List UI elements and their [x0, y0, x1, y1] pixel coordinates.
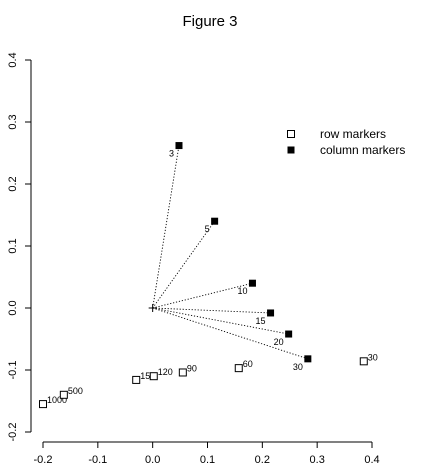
row-marker-label: 1000	[47, 395, 67, 405]
x-tick-label: -0.2	[34, 454, 53, 466]
row-marker-label: 120	[158, 367, 173, 377]
y-tick-label: 0.0	[7, 300, 19, 315]
legend-label: row markers	[320, 127, 386, 141]
x-tick-label: 0.0	[145, 454, 160, 466]
y-tick-label: -0.1	[7, 361, 19, 380]
row-marker	[149, 372, 158, 381]
x-tick-label: 0.1	[200, 454, 215, 466]
column-marker-label: 3	[169, 149, 174, 159]
column-marker-label: 15	[256, 316, 266, 326]
x-tick-label: 0.2	[255, 454, 270, 466]
legend-open-square	[287, 130, 295, 138]
y-tick-label: 0.2	[7, 176, 19, 191]
column-marker	[175, 142, 183, 150]
column-marker-label: 30	[293, 362, 303, 372]
row-marker-label: 500	[68, 386, 83, 396]
connector-line	[152, 282, 253, 309]
y-tick-label: 0.3	[7, 114, 19, 129]
row-marker-label: 90	[187, 363, 197, 373]
column-marker	[304, 355, 312, 363]
legend-label: column markers	[320, 143, 405, 157]
legend-filled-square	[287, 146, 295, 154]
row-marker	[178, 368, 187, 377]
column-marker-label: 10	[237, 286, 247, 296]
row-marker	[132, 375, 141, 384]
connector-line	[152, 307, 271, 314]
row-marker	[234, 364, 243, 373]
row-marker	[39, 400, 47, 409]
legend: row markers column markers	[287, 127, 405, 157]
column-marker	[267, 309, 275, 317]
row-marker-label: 60	[243, 359, 253, 369]
connector-line	[152, 307, 308, 360]
x-tick-label: -0.1	[88, 454, 107, 466]
y-tick-label: -0.2	[7, 423, 19, 442]
chart-title: Figure 3	[182, 13, 237, 30]
column-marker	[211, 217, 219, 225]
connector-line	[152, 307, 289, 335]
row-marker	[359, 357, 368, 366]
column-marker-label: 20	[274, 337, 284, 347]
axes: -0.2 -0.1 0.0 0.1 0.2 0.3 0.4 -0.2 -0.1 0.0 0.1 0.2…	[7, 52, 380, 466]
column-marker	[285, 330, 293, 338]
connector-lines	[152, 145, 308, 360]
x-tick-label: 0.3	[310, 454, 325, 466]
column-marker	[248, 279, 256, 287]
row-marker-label: 150	[140, 371, 155, 381]
column-marker-label: 5	[205, 224, 210, 234]
row-marker	[59, 390, 68, 399]
y-tick-label: 0.1	[7, 238, 19, 253]
connector-line	[152, 145, 180, 309]
row-marker-label: 30	[368, 352, 378, 362]
x-tick-label: 0.4	[364, 454, 379, 466]
y-tick-label: 0.4	[7, 52, 19, 67]
